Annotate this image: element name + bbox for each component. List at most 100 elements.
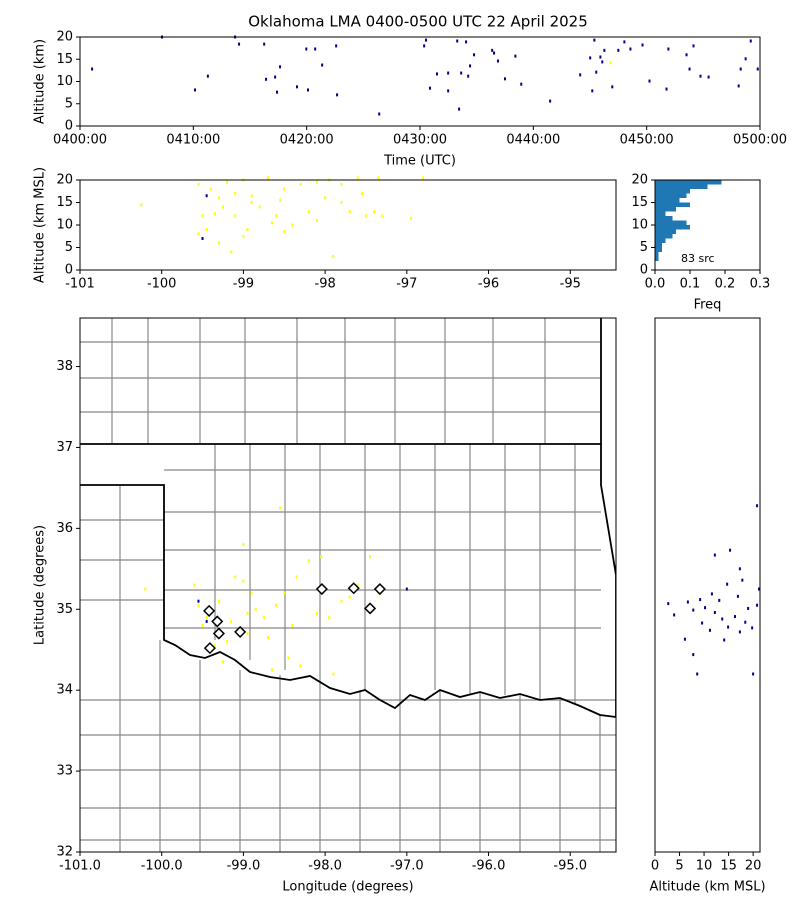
x-tick-label: -98 <box>315 277 336 292</box>
source-point <box>307 559 310 563</box>
histogram-bar <box>655 193 687 198</box>
source-point <box>749 39 752 43</box>
histogram-bar <box>655 229 676 234</box>
source-point <box>320 555 323 559</box>
station <box>315 582 328 596</box>
source-point <box>422 176 425 180</box>
y-tick-label: 0 <box>640 263 648 278</box>
source-point <box>217 196 220 200</box>
source-point <box>595 70 598 74</box>
source-point <box>549 99 552 103</box>
source-point <box>197 603 200 607</box>
source-point <box>696 672 699 676</box>
x-tick-label: 0.1 <box>680 277 701 292</box>
source-point <box>686 600 689 604</box>
source-point <box>369 555 372 559</box>
source-point <box>497 59 500 63</box>
source-point <box>736 594 739 598</box>
x-axis-label: Time (UTC) <box>383 154 456 169</box>
source-point <box>226 180 229 184</box>
source-point <box>589 56 592 60</box>
source-point <box>209 187 212 191</box>
y-tick-label: 15 <box>56 195 73 210</box>
source-point <box>493 51 496 55</box>
source-point <box>205 619 208 623</box>
x-tick-label: -97.0 <box>390 859 424 874</box>
source-point <box>274 75 277 79</box>
source-point <box>685 53 688 57</box>
source-point <box>287 656 290 660</box>
source-point <box>258 205 261 209</box>
y-tick-label: 10 <box>631 218 648 233</box>
x-tick-label: 0.0 <box>645 277 666 292</box>
source-point <box>217 599 220 603</box>
histogram-bar <box>655 211 666 216</box>
source-point <box>307 210 310 213</box>
histogram-bar <box>655 238 666 243</box>
x-tick-label: 0.3 <box>750 277 771 292</box>
axes-frame <box>79 317 617 853</box>
x-tick-label: 20 <box>745 859 762 874</box>
source-point <box>739 67 742 71</box>
axes-frame <box>654 317 761 853</box>
x-tick-label: 5 <box>675 859 683 874</box>
source-point <box>279 65 282 69</box>
source-point <box>729 548 732 552</box>
source-point <box>217 241 220 245</box>
source-point <box>275 603 278 607</box>
source-point <box>299 664 302 668</box>
y-tick-label: 20 <box>56 30 73 45</box>
source-point <box>194 88 197 92</box>
histogram-bar <box>655 198 680 203</box>
x-tick-label: -100.0 <box>141 859 183 874</box>
source-point <box>336 93 339 97</box>
source-point <box>665 87 668 91</box>
chart-title: Oklahoma LMA 0400-0500 UTC 22 April 2025 <box>248 13 588 31</box>
source-point <box>456 39 459 43</box>
station <box>212 627 225 640</box>
x-tick-label: -100 <box>147 277 177 292</box>
source-point <box>667 47 670 51</box>
source-point <box>699 74 702 78</box>
source-point <box>599 55 602 59</box>
source-point <box>221 660 224 664</box>
source-point <box>726 582 729 586</box>
source-point <box>348 595 351 599</box>
source-point <box>246 632 249 636</box>
histogram-bar <box>655 207 676 212</box>
y-tick-label: 0 <box>65 263 73 278</box>
source-point <box>723 638 726 642</box>
x-tick-label: -95 <box>560 277 581 292</box>
source-point <box>230 250 233 254</box>
x-tick-label: -96 <box>478 277 499 292</box>
source-point <box>283 230 286 234</box>
source-point <box>305 47 308 51</box>
source-point <box>266 176 269 180</box>
source-point <box>611 85 614 89</box>
x-tick-label: -101 <box>65 277 95 292</box>
y-tick-label: 37 <box>56 440 73 455</box>
source-point <box>234 192 237 195</box>
y-tick-label: 36 <box>56 521 73 536</box>
station <box>234 625 247 638</box>
source-point <box>250 201 253 204</box>
x-tick-label: -99 <box>233 277 254 292</box>
source-point <box>314 47 317 51</box>
y-tick-label: 33 <box>56 764 73 779</box>
source-point <box>91 67 94 71</box>
source-point <box>306 88 309 92</box>
y-tick-label: 5 <box>640 240 648 255</box>
source-point <box>321 63 324 67</box>
source-point <box>315 611 318 615</box>
x-tick-label: -97 <box>396 277 417 292</box>
source-point <box>324 196 327 200</box>
x-tick-label: 10 <box>696 859 713 874</box>
source-point <box>364 214 367 218</box>
x-tick-label: -96.0 <box>472 859 506 874</box>
histogram-bar <box>655 180 722 185</box>
x-axis-label: Longitude (degrees) <box>282 880 413 895</box>
source-point <box>713 553 716 557</box>
source-point <box>226 640 229 644</box>
y-tick-label: 15 <box>631 195 648 210</box>
source-point <box>377 176 380 180</box>
